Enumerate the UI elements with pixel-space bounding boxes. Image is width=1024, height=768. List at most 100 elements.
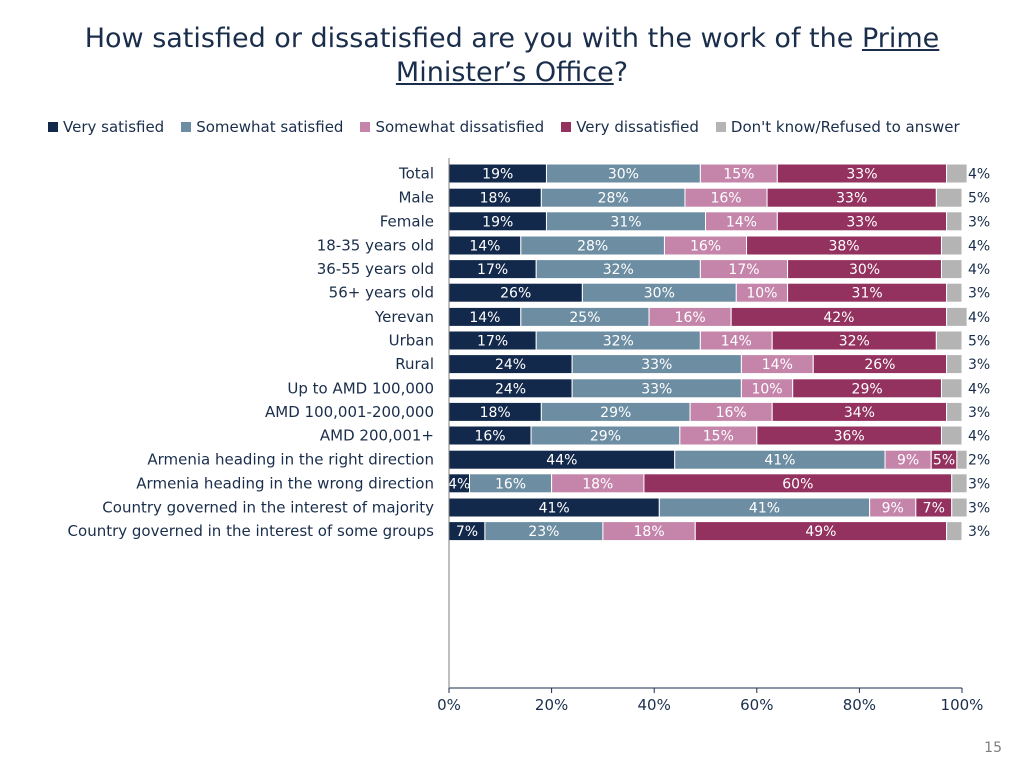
data-label: 26%: [864, 357, 895, 373]
x-tick-label: 40%: [638, 696, 671, 714]
category-label: Rural: [395, 355, 434, 373]
data-label: 32%: [603, 334, 634, 350]
data-label: 49%: [805, 524, 836, 540]
bar-segment: [946, 282, 963, 303]
title-line-2: Minister’s Office?: [0, 56, 1024, 90]
data-label: 19%: [482, 167, 513, 183]
legend-item: Very dissatisfied: [561, 117, 699, 137]
data-label: 5%: [933, 453, 955, 469]
legend-item: Don't know/Refused to answer: [715, 117, 960, 137]
data-label: 4%: [968, 262, 990, 278]
legend-swatch: [561, 122, 572, 132]
legend-swatch: [715, 122, 726, 132]
data-label: 31%: [852, 286, 883, 302]
data-label: 17%: [477, 262, 508, 278]
data-label: 10%: [751, 381, 782, 397]
data-label: 36%: [834, 429, 865, 445]
data-label: 60%: [782, 476, 813, 492]
data-label: 18%: [582, 476, 613, 492]
data-label: 4%: [448, 476, 470, 492]
data-label: 4%: [968, 381, 990, 397]
data-label: 30%: [644, 286, 675, 302]
data-label: 38%: [828, 239, 859, 255]
bar-segment: [946, 163, 968, 184]
legend-label: Somewhat dissatisfied: [375, 118, 545, 136]
data-label: 28%: [577, 239, 608, 255]
data-label: 16%: [716, 405, 747, 421]
bar-segment: [956, 449, 968, 470]
legend-item: Very satisfied: [48, 117, 164, 137]
data-label: 14%: [469, 239, 500, 255]
category-label: Armenia heading in the wrong direction: [136, 474, 434, 492]
x-tick-label: 60%: [740, 696, 773, 714]
data-label: 10%: [746, 286, 777, 302]
category-label: Male: [398, 189, 434, 207]
legend-item: Somewhat satisfied: [181, 117, 343, 137]
category-label: Armenia heading in the right direction: [147, 451, 434, 469]
category-label: Up to AMD 100,000: [287, 379, 434, 397]
data-label: 14%: [721, 334, 752, 350]
data-label: 25%: [569, 310, 600, 326]
data-label: 33%: [846, 214, 877, 230]
data-label: 16%: [690, 239, 721, 255]
data-label: 14%: [726, 214, 757, 230]
category-label: Female: [380, 212, 434, 230]
data-label: 17%: [477, 334, 508, 350]
data-label: 33%: [846, 167, 877, 183]
bar-segment: [940, 259, 963, 280]
bar-segment: [951, 497, 968, 518]
data-label: 24%: [495, 357, 526, 373]
data-label: 14%: [762, 357, 793, 373]
data-label: 18%: [480, 405, 511, 421]
page-number: 15: [984, 740, 1002, 756]
data-label: 4%: [968, 429, 990, 445]
data-label: 41%: [749, 501, 780, 517]
bar-segment: [935, 187, 963, 208]
data-label: 18%: [480, 191, 511, 207]
x-tick-label: 0%: [437, 696, 461, 714]
data-label: 16%: [474, 429, 505, 445]
data-label: 41%: [539, 501, 570, 517]
data-label: 28%: [598, 191, 629, 207]
bar-segment: [940, 235, 963, 256]
data-label: 30%: [849, 262, 880, 278]
bar-segment: [946, 401, 963, 422]
data-label: 7%: [923, 501, 945, 517]
category-label: Total: [398, 165, 434, 183]
legend-label: Very dissatisfied: [576, 118, 699, 136]
chart-title: How satisfied or dissatisfied are you wi…: [0, 22, 1024, 90]
title-text-1: How satisfied or dissatisfied are you wi…: [84, 23, 854, 54]
category-label: Country governed in the interest of some…: [68, 522, 435, 540]
data-label: 24%: [495, 381, 526, 397]
legend-item: Somewhat dissatisfied: [360, 117, 544, 137]
legend-label: Very satisfied: [63, 118, 165, 136]
data-label: 3%: [968, 214, 990, 230]
data-label: 41%: [764, 453, 795, 469]
data-label: 3%: [968, 405, 990, 421]
legend-swatch: [181, 122, 192, 132]
bar-segment: [946, 521, 963, 542]
data-label: 5%: [968, 191, 990, 207]
bar-segment: [951, 473, 968, 494]
data-label: 3%: [968, 357, 990, 373]
bar-segment: [946, 354, 963, 375]
legend-label: Somewhat satisfied: [196, 118, 344, 136]
data-label: 44%: [546, 453, 577, 469]
data-label: 29%: [600, 405, 631, 421]
data-label: 16%: [710, 191, 741, 207]
bar-segment: [946, 306, 968, 327]
legend-swatch: [360, 122, 371, 132]
data-label: 29%: [590, 429, 621, 445]
data-label: 4%: [968, 167, 990, 183]
data-label: 18%: [634, 524, 665, 540]
category-label: AMD 100,001-200,000: [265, 403, 434, 421]
data-label: 7%: [456, 524, 478, 540]
category-label: 36-55 years old: [317, 260, 434, 278]
data-label: 30%: [608, 167, 639, 183]
bar-segment: [940, 425, 963, 446]
data-label: 23%: [528, 524, 559, 540]
data-label: 32%: [603, 262, 634, 278]
data-label: 9%: [882, 501, 904, 517]
category-label: 18-35 years old: [317, 237, 434, 255]
